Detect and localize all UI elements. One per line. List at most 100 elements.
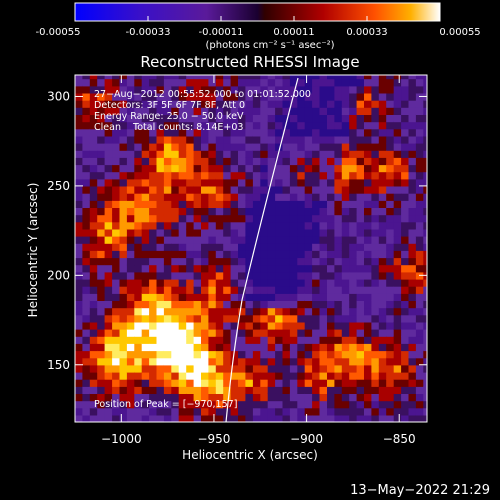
heatmap-cell xyxy=(149,293,158,301)
heatmap-cell xyxy=(371,78,380,87)
heatmap-cell xyxy=(327,214,335,223)
heatmap-cell xyxy=(149,350,158,359)
heatmap-cell xyxy=(289,214,298,223)
heatmap-cell xyxy=(186,329,195,337)
heatmap-cell xyxy=(312,92,321,101)
heatmap-cell xyxy=(141,107,150,115)
heatmap-cell xyxy=(245,414,254,422)
heatmap-cell xyxy=(89,221,98,230)
heatmap-cell xyxy=(267,357,276,366)
heatmap-cell xyxy=(297,207,306,216)
heatmap-cell xyxy=(319,78,328,87)
heatmap-cell xyxy=(141,393,150,402)
heatmap-cell xyxy=(252,371,261,380)
heatmap-cell xyxy=(415,336,424,344)
heatmap-cell xyxy=(186,114,195,123)
heatmap-cell xyxy=(178,92,187,101)
heatmap-cell xyxy=(163,393,172,402)
heatmap-cell xyxy=(149,157,158,166)
heatmap-cell xyxy=(371,314,380,323)
heatmap-cell xyxy=(230,157,239,166)
heatmap-cell xyxy=(371,193,380,201)
heatmap-cell xyxy=(82,221,91,230)
heatmap-cell xyxy=(230,121,239,130)
heatmap-cell xyxy=(289,336,298,344)
heatmap-cell xyxy=(97,257,106,266)
heatmap-cell xyxy=(275,264,284,273)
heatmap-cell xyxy=(423,228,427,237)
heatmap-cell xyxy=(156,243,165,251)
heatmap-cell xyxy=(415,171,424,180)
heatmap-cell xyxy=(423,164,427,173)
heatmap-cell xyxy=(134,357,143,366)
heatmap-cell xyxy=(104,236,113,244)
heatmap-cell xyxy=(415,135,424,144)
heatmap-cell xyxy=(312,307,321,316)
heatmap-cell xyxy=(341,100,350,108)
heatmap-cell xyxy=(208,414,217,422)
heatmap-cell xyxy=(252,193,261,201)
heatmap-cell xyxy=(215,207,224,216)
heatmap-cell xyxy=(238,114,246,123)
heatmap-cell xyxy=(267,329,276,337)
heatmap-cell xyxy=(356,92,365,101)
heatmap-cell xyxy=(408,157,417,166)
heatmap-cell xyxy=(208,143,217,151)
heatmap-cell xyxy=(171,343,180,352)
heatmap-cell xyxy=(282,386,291,394)
heatmap-cell xyxy=(297,393,306,402)
heatmap-cell xyxy=(186,300,195,309)
heatmap-cell xyxy=(282,214,291,223)
heatmap-cell xyxy=(364,164,372,173)
heatmap-cell xyxy=(178,193,187,201)
heatmap-cell xyxy=(223,214,232,223)
heatmap-cell xyxy=(208,321,217,330)
heatmap-cell xyxy=(423,300,427,309)
heatmap-cell xyxy=(334,371,343,380)
heatmap-cell xyxy=(126,343,135,352)
heatmap-cell xyxy=(126,200,135,208)
heatmap-cell xyxy=(349,250,358,259)
heatmap-cell xyxy=(393,386,402,394)
heatmap-cell xyxy=(341,414,350,422)
heatmap-cell xyxy=(334,300,343,309)
heatmap-cell xyxy=(364,250,372,259)
heatmap-cell xyxy=(112,271,121,280)
heatmap-cell xyxy=(119,307,128,316)
heatmap-cell xyxy=(378,107,387,115)
heatmap-cell xyxy=(178,257,187,266)
heatmap-cell xyxy=(75,379,83,387)
heatmap-cell xyxy=(267,236,276,244)
heatmap-cell xyxy=(312,178,321,187)
heatmap-cell xyxy=(401,100,410,108)
heatmap-cell xyxy=(163,329,172,337)
heatmap-cell xyxy=(193,250,202,259)
heatmap-cell xyxy=(75,114,83,123)
heatmap-image xyxy=(75,75,427,422)
heatmap-cell xyxy=(401,228,410,237)
heatmap-cell xyxy=(378,236,387,244)
heatmap-cell xyxy=(267,107,276,115)
heatmap-cell xyxy=(126,364,135,373)
heatmap-cell xyxy=(282,286,291,294)
heatmap-cell xyxy=(126,414,135,422)
heatmap-cell xyxy=(230,350,239,359)
heatmap-cell xyxy=(186,293,195,301)
heatmap-cell xyxy=(208,193,217,201)
heatmap-cell xyxy=(386,164,395,173)
heatmap-cell xyxy=(297,150,306,158)
heatmap-cell xyxy=(230,243,239,251)
heatmap-cell xyxy=(171,357,180,366)
heatmap-cell xyxy=(171,307,180,316)
heatmap-cell xyxy=(104,207,113,216)
heatmap-cell xyxy=(260,350,269,359)
heatmap-cell xyxy=(297,178,306,187)
heatmap-cell xyxy=(319,364,328,373)
heatmap-cell xyxy=(275,128,284,137)
heatmap-cell xyxy=(112,300,121,309)
heatmap-cell xyxy=(386,264,395,273)
heatmap-cell xyxy=(415,121,424,130)
heatmap-cell xyxy=(82,343,91,352)
heatmap-cell xyxy=(75,214,83,223)
